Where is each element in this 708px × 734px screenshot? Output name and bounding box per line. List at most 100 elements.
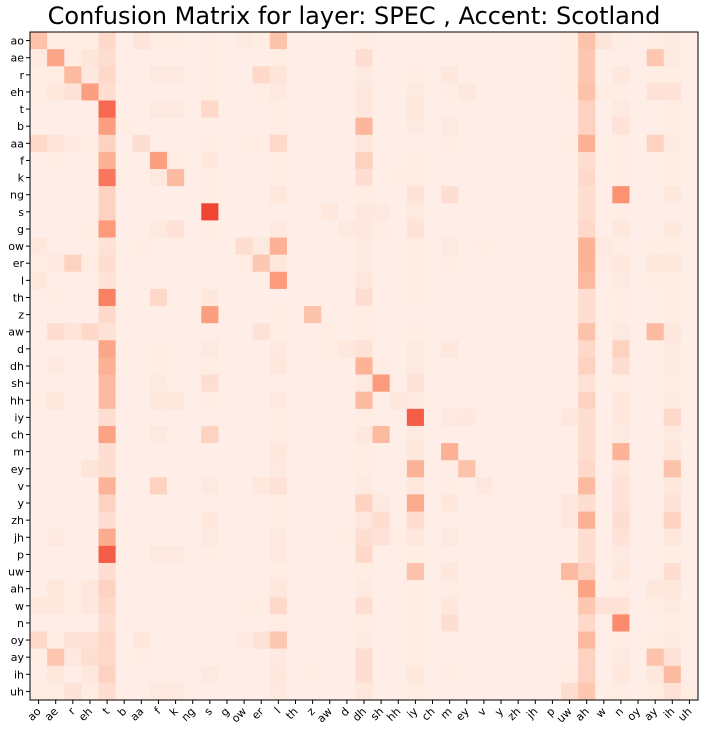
heatmap-cell-oy-s (201, 631, 220, 650)
heatmap-cell-w-l (269, 597, 288, 615)
heatmap-cell-d-g (218, 340, 237, 359)
heatmap-cell-ae-hh (389, 49, 408, 67)
heatmap-cell-n-ih (663, 614, 682, 633)
heatmap-cell-aw-ey (458, 323, 476, 341)
heatmap-cell-ow-th (286, 237, 305, 256)
heatmap-cell-th-uh (680, 288, 699, 307)
heatmap-cell-ay-w (595, 648, 613, 667)
heatmap-cell-b-n (612, 117, 631, 136)
heatmap-cell-t-zh (509, 100, 528, 119)
heatmap-cell-ih-p (543, 665, 562, 684)
heatmap-cell-ch-ao (30, 425, 48, 444)
heatmap-cell-z-dh (355, 306, 374, 324)
heatmap-cell-s-s (201, 203, 220, 222)
heatmap-cell-uh-ah (578, 682, 596, 701)
heatmap-cell-ng-ay (646, 186, 665, 204)
heatmap-cell-m-aw (321, 443, 339, 461)
heatmap-cell-ay-aa (132, 648, 151, 667)
heatmap-cell-ih-hh (389, 665, 408, 684)
heatmap-cell-ao-s (201, 32, 220, 50)
heatmap-cell-iy-hh (389, 408, 408, 427)
heatmap-cell-k-ey (458, 169, 476, 187)
heatmap-cell-t-ih (663, 100, 682, 119)
heatmap-cell-zh-ow (235, 511, 254, 530)
heatmap-cell-dh-ow (235, 357, 254, 376)
heatmap-cell-p-b (115, 545, 134, 564)
heatmap-cell-f-sh (372, 151, 391, 170)
heatmap-cell-d-sh (372, 340, 391, 359)
heatmap-cell-aa-r (64, 134, 82, 153)
heatmap-cell-ah-eh (81, 580, 100, 598)
heatmap-cell-ch-g (218, 425, 237, 444)
heatmap-cell-hh-ao (30, 391, 48, 410)
heatmap-cell-l-v (475, 271, 494, 290)
heatmap-cell-ah-p (543, 580, 562, 598)
heatmap-cell-aw-ow (235, 323, 254, 341)
heatmap-cell-aa-t (98, 134, 117, 153)
heatmap-cell-v-w (595, 477, 613, 496)
row-tick-label: ch (11, 429, 24, 442)
heatmap-cell-ae-ey (458, 49, 476, 67)
heatmap-cell-ng-ch (423, 186, 442, 204)
col-tick-label: ch (419, 705, 437, 723)
heatmap-cell-aw-ah (578, 323, 596, 341)
heatmap-cell-ih-n (612, 665, 631, 684)
heatmap-cell-aw-ng (184, 323, 202, 341)
heatmap-cell-dh-zh (509, 357, 528, 376)
heatmap-cell-l-uw (560, 271, 579, 290)
row-tick-label: k (18, 172, 25, 185)
heatmap-cell-v-l (269, 477, 288, 496)
heatmap-cell-dh-th (286, 357, 305, 376)
heatmap-cell-f-ay (646, 151, 665, 170)
heatmap-cell-f-uw (560, 151, 579, 170)
heatmap-cell-iy-f (149, 408, 168, 427)
heatmap-cell-iy-th (286, 408, 305, 427)
heatmap-cell-y-w (595, 494, 613, 513)
heatmap-cell-t-f (149, 100, 168, 119)
heatmap-cell-zh-w (595, 511, 613, 530)
heatmap-cell-th-w (595, 288, 613, 307)
heatmap-cell-m-ae (47, 443, 65, 461)
heatmap-cell-g-t (98, 220, 117, 239)
heatmap-cell-p-sh (372, 545, 391, 564)
heatmap-cell-k-k (167, 169, 185, 187)
heatmap-cell-th-ow (235, 288, 254, 307)
heatmap-cell-b-oy (629, 117, 648, 136)
heatmap-cell-w-ae (47, 597, 65, 615)
heatmap-cell-f-r (64, 151, 82, 170)
heatmap-cell-zh-zh (509, 511, 528, 530)
heatmap-cell-y-zh (509, 494, 528, 513)
heatmap-cell-iy-n (612, 408, 631, 427)
heatmap-cell-p-ih (663, 545, 682, 564)
heatmap-cell-z-sh (372, 306, 391, 324)
col-tick-label: y (492, 705, 506, 719)
heatmap-cell-y-v (475, 494, 494, 513)
heatmap-cell-dh-p (543, 357, 562, 376)
heatmap-cell-uw-ae (47, 562, 65, 581)
heatmap-cell-ow-uh (680, 237, 699, 256)
heatmap-cell-ey-v (475, 460, 494, 478)
heatmap-cell-er-th (286, 254, 305, 273)
heatmap-cell-v-ow (235, 477, 254, 496)
heatmap-cell-d-ay (646, 340, 665, 359)
heatmap-cell-ah-ch (423, 580, 442, 598)
heatmap-cell-ae-uw (560, 49, 579, 67)
heatmap-cell-jh-ih (663, 528, 682, 547)
heatmap-cell-ay-ng (184, 648, 202, 667)
heatmap-cell-ih-ng (184, 665, 202, 684)
heatmap-cell-ae-v (475, 49, 494, 67)
heatmap-cell-f-jh (526, 151, 545, 170)
heatmap-cell-s-y (492, 203, 511, 222)
heatmap-cell-d-hh (389, 340, 408, 359)
heatmap-cell-ch-f (149, 425, 168, 444)
heatmap-cell-ch-hh (389, 425, 408, 444)
heatmap-cell-r-p (543, 66, 562, 84)
heatmap-cell-l-d (338, 271, 357, 290)
heatmap-cell-g-l (269, 220, 288, 239)
heatmap-cell-aw-uh (680, 323, 699, 341)
row-tick-label: t (20, 103, 25, 116)
heatmap-cell-er-n (612, 254, 631, 273)
heatmap-cell-uh-ch (423, 682, 442, 701)
heatmap-cell-v-y (492, 477, 511, 496)
heatmap-cell-eh-hh (389, 83, 408, 102)
